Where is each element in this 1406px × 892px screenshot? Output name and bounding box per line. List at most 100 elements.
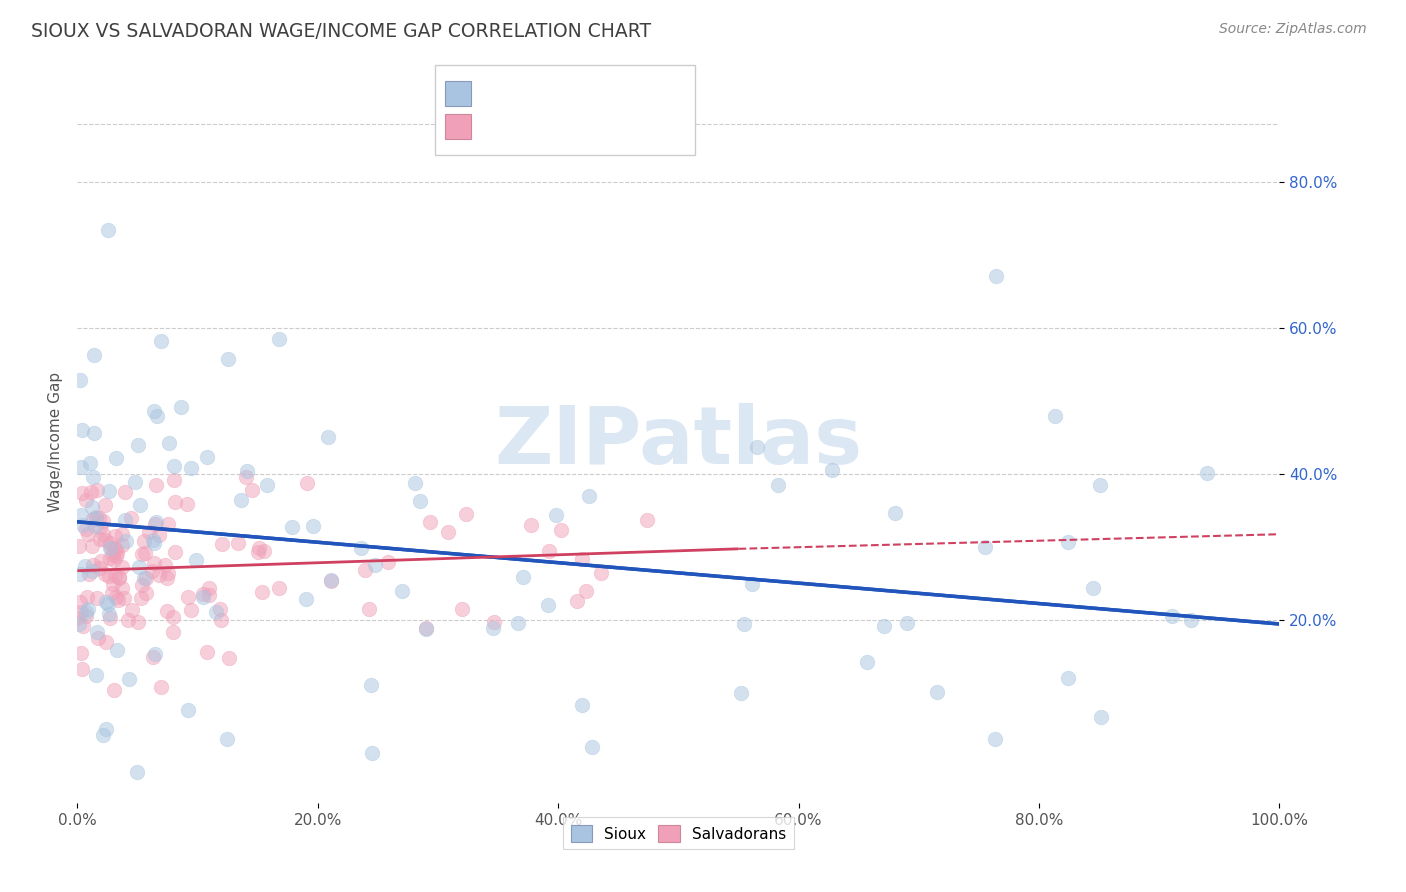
Point bbox=[145, 515, 167, 529]
Point bbox=[80, 539, 103, 553]
Point bbox=[350, 541, 373, 555]
Point bbox=[80, 500, 103, 514]
Point bbox=[80, 564, 103, 578]
Point bbox=[132, 571, 155, 585]
Point bbox=[79, 456, 101, 470]
Point bbox=[571, 552, 593, 566]
Point bbox=[745, 441, 768, 455]
Point bbox=[316, 430, 339, 444]
Point bbox=[120, 510, 142, 524]
Point bbox=[165, 545, 187, 559]
Point bbox=[69, 595, 91, 609]
Point bbox=[80, 485, 103, 500]
Point bbox=[217, 732, 239, 747]
Point bbox=[281, 520, 304, 534]
Point bbox=[143, 404, 166, 418]
Point bbox=[512, 570, 534, 584]
Text: N =: N = bbox=[596, 119, 627, 134]
Point bbox=[89, 561, 111, 575]
Point bbox=[157, 436, 180, 450]
Text: 0.039: 0.039 bbox=[529, 119, 579, 134]
Text: SIOUX VS SALVADORAN WAGE/INCOME GAP CORRELATION CHART: SIOUX VS SALVADORAN WAGE/INCOME GAP CORR… bbox=[31, 22, 651, 41]
Point bbox=[75, 559, 97, 574]
Point bbox=[574, 584, 596, 599]
Point bbox=[235, 470, 257, 484]
Point bbox=[208, 602, 231, 616]
Point bbox=[733, 617, 755, 632]
Point bbox=[104, 549, 127, 564]
Point bbox=[77, 602, 100, 616]
Point bbox=[506, 615, 529, 630]
Point bbox=[456, 507, 478, 521]
Point bbox=[537, 544, 560, 558]
Point bbox=[256, 477, 278, 491]
Point bbox=[357, 601, 380, 615]
Point bbox=[69, 373, 91, 387]
Point bbox=[636, 513, 658, 527]
Point bbox=[229, 493, 252, 508]
Point bbox=[821, 463, 844, 477]
Point bbox=[72, 423, 94, 437]
Point bbox=[84, 511, 107, 525]
Point bbox=[198, 588, 221, 602]
Point bbox=[162, 625, 184, 640]
Point bbox=[544, 508, 567, 522]
Point bbox=[86, 591, 108, 606]
Point bbox=[82, 558, 104, 572]
Point bbox=[1090, 710, 1112, 724]
Point bbox=[103, 541, 125, 556]
Point bbox=[96, 722, 118, 736]
Point bbox=[250, 585, 273, 599]
Point bbox=[155, 558, 177, 572]
Point bbox=[104, 568, 127, 582]
Point bbox=[176, 497, 198, 511]
Point bbox=[86, 483, 108, 497]
Point bbox=[177, 703, 200, 717]
Point bbox=[125, 765, 148, 780]
Point bbox=[361, 746, 384, 760]
Point bbox=[86, 625, 108, 640]
Point bbox=[67, 616, 90, 631]
Point bbox=[98, 569, 121, 583]
Point bbox=[163, 473, 186, 487]
Point bbox=[884, 506, 907, 520]
Point bbox=[89, 520, 111, 534]
Point bbox=[319, 574, 342, 589]
Point bbox=[180, 461, 202, 475]
Point bbox=[100, 541, 122, 555]
Point bbox=[111, 527, 134, 541]
Point bbox=[94, 567, 117, 582]
Point bbox=[1081, 581, 1104, 595]
Point bbox=[148, 528, 170, 542]
Point bbox=[114, 513, 136, 527]
Point bbox=[143, 536, 166, 550]
Point bbox=[84, 510, 107, 524]
Point bbox=[205, 605, 228, 619]
Point bbox=[114, 485, 136, 500]
Point bbox=[240, 483, 263, 498]
Point bbox=[83, 425, 105, 440]
Point bbox=[177, 590, 200, 604]
Legend: Sioux, Salvadorans: Sioux, Salvadorans bbox=[562, 817, 794, 849]
Point bbox=[145, 478, 167, 492]
Point bbox=[111, 538, 134, 552]
Point bbox=[103, 577, 125, 591]
Point bbox=[353, 563, 375, 577]
Point bbox=[112, 591, 135, 606]
Point bbox=[104, 450, 127, 465]
Point bbox=[87, 511, 110, 525]
Point bbox=[481, 621, 503, 635]
Point bbox=[69, 566, 91, 581]
Point bbox=[184, 553, 207, 567]
Point bbox=[83, 348, 105, 362]
Point bbox=[127, 615, 149, 629]
Point bbox=[129, 499, 152, 513]
Point bbox=[108, 570, 131, 584]
Point bbox=[565, 594, 588, 608]
Text: 105: 105 bbox=[633, 87, 666, 102]
Point bbox=[364, 558, 387, 572]
Point bbox=[873, 619, 896, 633]
Point bbox=[377, 555, 399, 569]
Point bbox=[76, 591, 98, 605]
Text: R =: R = bbox=[482, 119, 522, 134]
